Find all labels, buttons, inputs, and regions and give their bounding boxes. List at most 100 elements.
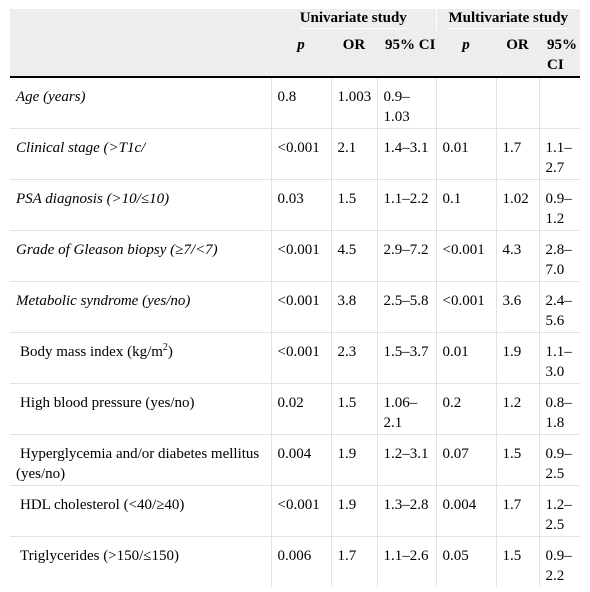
cell-m-or: 1.5 [495, 536, 540, 587]
table-row: HDL cholesterol (<40/≥40) <0.001 1.9 1.3–2.… [10, 485, 581, 537]
row-label-text: HDL cholesterol (<40/≥40) [20, 496, 185, 513]
table-row: Grade of Gleason biopsy (≥7/<7) <0.001 4.5… [10, 230, 581, 282]
row-label: Metabolic syndrome (yes/no) [10, 281, 271, 333]
table-header: Univariate study Multivariate study p OR… [10, 9, 581, 78]
cell-u-or: 1.5 [330, 179, 377, 231]
row-label: Age (years) [10, 77, 271, 129]
row-label: Clinical stage (>T1c/ [10, 128, 271, 180]
cell-m-ci: 1.2–2.5 [538, 485, 581, 537]
regression-results-table: Univariate study Multivariate study p OR… [10, 9, 581, 587]
table-row: High blood pressure (yes/no) 0.02 1.5 1.06–… [10, 383, 581, 435]
cell-m-ci: 0.8–1.8 [538, 383, 581, 435]
cell-u-p: 0.004 [270, 434, 331, 486]
cell-m-p: <0.001 [435, 230, 497, 282]
row-label-superscript: 2 [162, 341, 168, 353]
cell-u-or: 1.9 [330, 434, 377, 486]
cell-u-or: 2.3 [330, 332, 377, 384]
cell-m-p: 0.004 [435, 485, 497, 537]
row-label: Body mass index (kg/m2) [10, 332, 271, 384]
univariate-study-label: Univariate study [299, 9, 407, 29]
row-label-text: Age (years) [16, 89, 86, 105]
cell-u-or: 3.8 [330, 281, 377, 333]
multivariate-study-label: Multivariate study [448, 9, 569, 29]
header-u-ci: 95% CI [377, 30, 437, 78]
cell-m-p: 0.2 [435, 383, 497, 435]
cell-u-or: 1.7 [330, 536, 377, 587]
cell-m-ci [538, 77, 581, 129]
row-label-text: Hyperglycemia and/or diabetes mellitus (… [16, 445, 260, 482]
table-row: Triglycerides (>150/≤150) 0.006 1.7 1.1–2.6… [10, 536, 581, 587]
row-label: Triglycerides (>150/≤150) [10, 536, 271, 587]
cell-u-ci: 1.1–2.2 [376, 179, 437, 231]
cell-m-or: 1.9 [495, 332, 540, 384]
row-label-text: High blood pressure (yes/no) [20, 394, 195, 411]
cell-m-or: 3.6 [495, 281, 540, 333]
cell-m-or: 1.7 [495, 128, 540, 180]
header-variable [10, 30, 271, 78]
cell-m-ci: 0.9–1.2 [538, 179, 581, 231]
cell-u-ci: 2.9–7.2 [376, 230, 437, 282]
cell-m-or [495, 77, 540, 129]
cell-u-ci: 0.9–1.03 [376, 77, 437, 129]
table-row: PSA diagnosis (>10/≤10) 0.03 1.5 1.1–2.2 0.1… [10, 179, 581, 231]
cell-u-ci: 1.5–3.7 [376, 332, 437, 384]
header-m-or: OR [496, 30, 540, 78]
table-row: Metabolic syndrome (yes/no) <0.001 3.8 2.5–… [10, 281, 581, 333]
cell-m-or: 4.3 [495, 230, 540, 282]
table-row: Clinical stage (>T1c/ <0.001 2.1 1.4–3.1 0.0… [10, 128, 581, 180]
cell-u-ci: 2.5–5.8 [376, 281, 437, 333]
cell-u-p: 0.02 [270, 383, 331, 435]
cell-u-p: <0.001 [270, 230, 331, 282]
table-row: Hyperglycemia and/or diabetes mellitus (… [10, 434, 581, 486]
header-blank [10, 9, 271, 30]
header-univariate: Univariate study [271, 9, 437, 30]
cell-u-ci: 1.1–2.6 [376, 536, 437, 587]
cell-u-or: 1.9 [330, 485, 377, 537]
header-multivariate: Multivariate study [435, 9, 581, 30]
cell-m-ci: 0.9–2.2 [538, 536, 581, 587]
cell-u-p: 0.006 [270, 536, 331, 587]
cell-u-or: 1.5 [330, 383, 377, 435]
cell-m-p [435, 77, 497, 129]
row-label-tail: ) [167, 343, 173, 360]
row-label: PSA diagnosis (>10/≤10) [10, 179, 271, 231]
row-label-text: Grade of Gleason biopsy (≥7/<7) [16, 241, 218, 258]
row-label: Hyperglycemia and/or diabetes mellitus (… [10, 434, 271, 486]
row-label: HDL cholesterol (<40/≥40) [10, 485, 271, 537]
cell-u-p: <0.001 [270, 128, 331, 180]
cell-m-or: 1.02 [495, 179, 540, 231]
cell-m-or: 1.2 [495, 383, 540, 435]
cell-u-ci: 1.4–3.1 [376, 128, 437, 180]
row-label-text: Clinical stage (>T1c/ [16, 139, 146, 156]
cell-m-or: 1.7 [495, 485, 540, 537]
row-label-text: Metabolic syndrome (yes/no) [16, 292, 191, 309]
cell-m-ci: 2.8–7.0 [538, 230, 581, 282]
cell-u-ci: 1.06–2.1 [376, 383, 437, 435]
header-u-p: p [271, 30, 331, 78]
cell-m-ci: 2.4–5.6 [538, 281, 581, 333]
cell-m-or: 1.5 [495, 434, 540, 486]
cell-u-p: 0.8 [270, 77, 331, 129]
cell-m-p: 0.07 [435, 434, 497, 486]
row-label: High blood pressure (yes/no) [10, 383, 271, 435]
cell-m-ci: 1.1–2.7 [538, 128, 581, 180]
row-label-text: PSA diagnosis (>10/≤10) [16, 190, 170, 207]
cell-u-ci: 1.2–3.1 [376, 434, 437, 486]
table-row: Age (years) 0.8 1.003 0.9–1.03 [10, 77, 581, 129]
cell-u-p: <0.001 [270, 332, 331, 384]
table-row: Body mass index (kg/m2) <0.001 2.3 1.5–3.7 0… [10, 332, 581, 384]
header-u-or: OR [331, 30, 377, 78]
cell-u-ci: 1.3–2.8 [376, 485, 437, 537]
cell-u-p: <0.001 [270, 281, 331, 333]
header-m-p: p [436, 30, 497, 78]
cell-u-or: 4.5 [330, 230, 377, 282]
cell-u-p: 0.03 [270, 179, 331, 231]
cell-u-or: 1.003 [330, 77, 377, 129]
row-label-text: Body mass index (kg/m [20, 343, 163, 360]
cell-m-ci: 0.9–2.5 [538, 434, 581, 486]
cell-u-p: <0.001 [270, 485, 331, 537]
header-m-ci: 95% CI [539, 30, 581, 78]
cell-m-p: 0.01 [435, 128, 497, 180]
cell-m-p: 0.1 [435, 179, 497, 231]
